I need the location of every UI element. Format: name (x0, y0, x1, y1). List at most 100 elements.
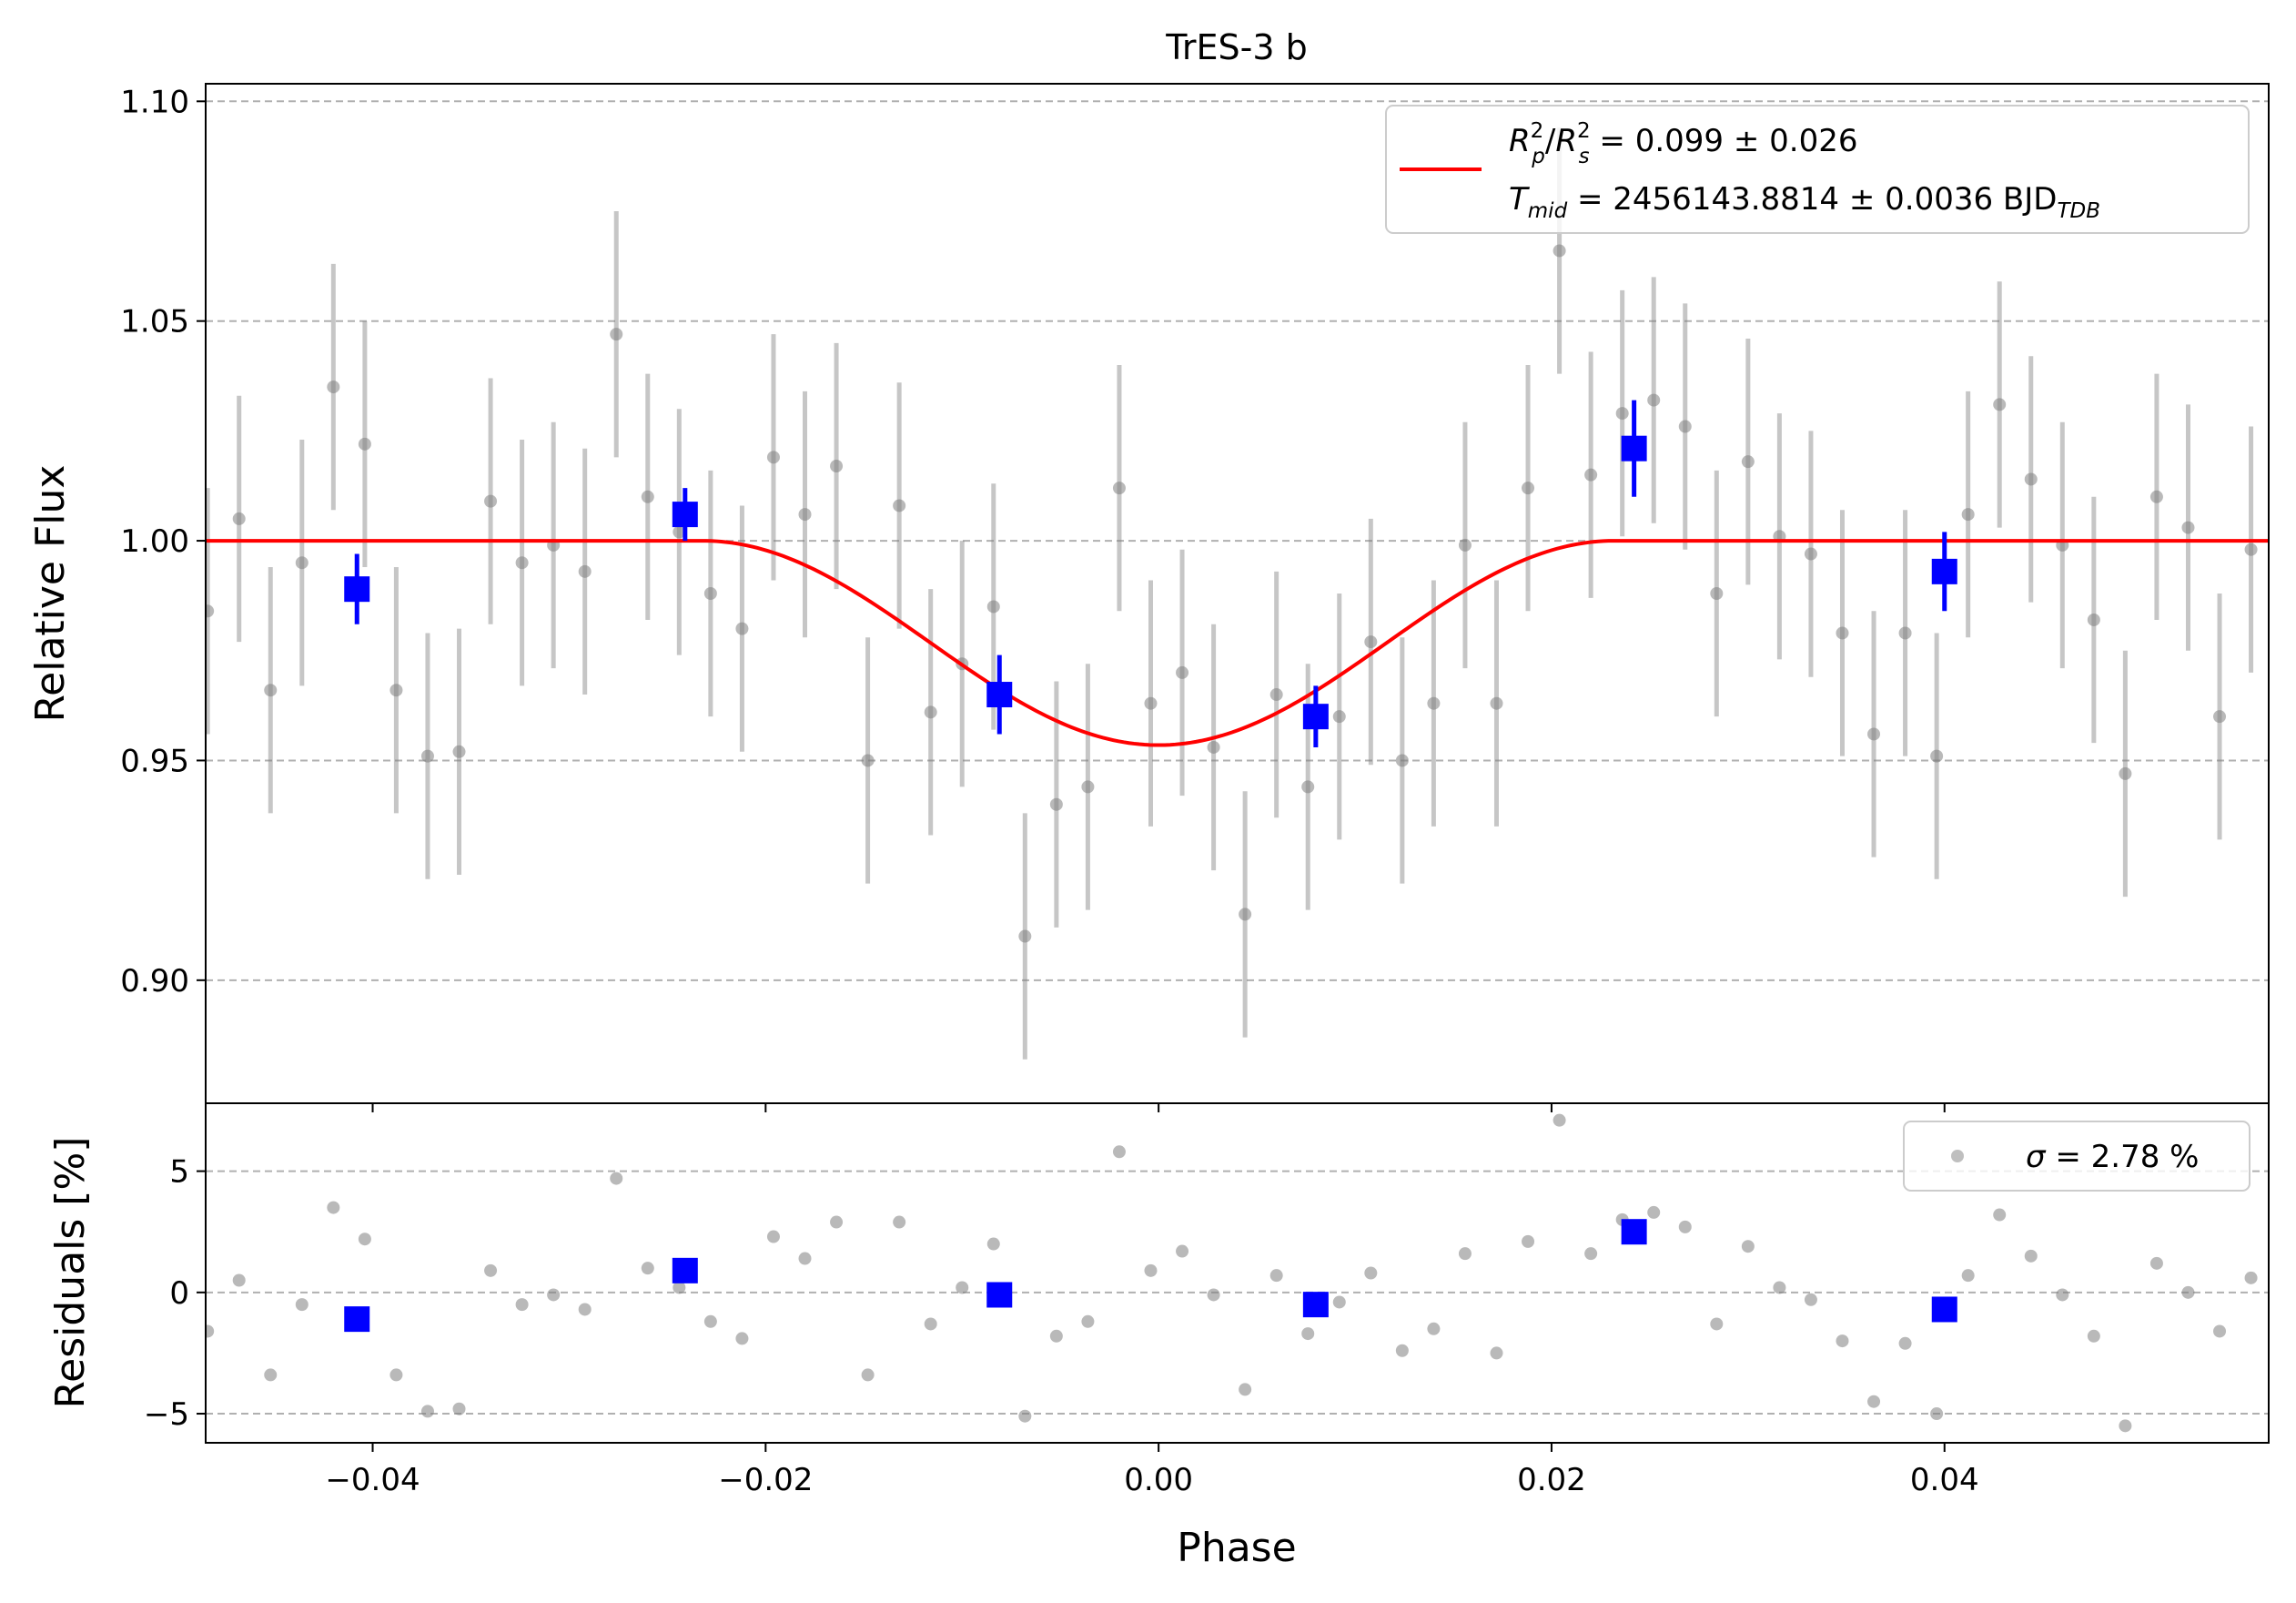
raw-point (1678, 420, 1692, 433)
raw-point (1427, 696, 1441, 710)
residual-binned-point (1302, 1292, 1329, 1318)
residual-raw-point (1144, 1263, 1158, 1277)
main-y-tick-label: 0.95 (120, 743, 189, 779)
residual-raw-point (1553, 1113, 1566, 1127)
raw-point (924, 705, 937, 719)
raw-point (798, 508, 812, 522)
raw-point (1490, 696, 1503, 710)
raw-point (1804, 547, 1817, 561)
main-legend: R2 p/R2 s = 0.099 ± 0.026 Tmid = 2456143.8… (1385, 105, 2250, 234)
raw-point (2244, 543, 2258, 556)
residual-raw-point (1332, 1295, 1346, 1309)
raw-point (1301, 780, 1315, 794)
raw-point (1269, 688, 1283, 702)
raw-point (1395, 754, 1409, 767)
raw-point (2181, 521, 2195, 534)
raw-point (641, 490, 654, 503)
residual-raw-point (2213, 1324, 2227, 1338)
raw-point (389, 684, 403, 697)
residual-raw-point (1176, 1244, 1189, 1258)
residual-raw-point (578, 1303, 592, 1316)
binned-point (1931, 558, 1957, 584)
residual-legend-marker-icon (1951, 1150, 1964, 1162)
main-y-axis-label: Relative Flux (27, 465, 74, 723)
raw-point (1615, 407, 1629, 421)
residual-raw-point (1741, 1240, 1755, 1253)
residual-legend-sigma: σ = 2.78 % (2026, 1139, 2199, 1175)
residual-raw-point (2244, 1271, 2258, 1284)
residual-raw-point (1522, 1234, 1535, 1248)
raw-point (1961, 508, 1975, 522)
raw-point (2024, 472, 2038, 486)
raw-point (1867, 727, 1881, 741)
residual-legend-box (1903, 1121, 2250, 1192)
residual-raw-point (515, 1298, 529, 1312)
raw-point (986, 600, 1000, 614)
raw-point (295, 556, 308, 570)
x-tick-label: −0.02 (718, 1462, 813, 1498)
raw-point (327, 380, 340, 394)
raw-point (420, 749, 434, 763)
residual-raw-point (2024, 1249, 2038, 1263)
residual-raw-point (2087, 1329, 2100, 1343)
raw-point (2119, 766, 2132, 780)
residual-raw-point (893, 1215, 906, 1229)
raw-point (452, 745, 466, 758)
residual-raw-point (1836, 1334, 1849, 1348)
legend-rp-rs: R2 p/R2 s = 0.099 ± 0.026 (1509, 119, 1857, 168)
raw-point (484, 494, 498, 508)
raw-point (735, 622, 749, 635)
residual-axes-frame (205, 1102, 2270, 1444)
residual-raw-point (610, 1172, 623, 1185)
residual-raw-point (2056, 1288, 2069, 1302)
residual-binned-point (344, 1306, 370, 1333)
residual-raw-point (389, 1368, 403, 1382)
raw-point (1364, 635, 1378, 649)
residual-y-tick-label: 5 (169, 1154, 189, 1191)
residual-raw-point (1647, 1205, 1661, 1219)
raw-point (578, 564, 592, 578)
residual-raw-point (1239, 1383, 1252, 1396)
residual-raw-point (1867, 1395, 1881, 1408)
residual-raw-point (452, 1402, 466, 1415)
residual-raw-point (1490, 1346, 1503, 1360)
raw-point (1647, 393, 1661, 407)
binned-point (344, 576, 370, 603)
residual-raw-point (1773, 1281, 1786, 1294)
main-y-tick-label: 1.10 (120, 84, 189, 120)
raw-point (1458, 538, 1472, 552)
residual-y-tick-label: 0 (169, 1275, 189, 1312)
residual-raw-point (798, 1252, 812, 1265)
main-y-tick-label: 1.05 (120, 304, 189, 340)
residual-raw-point (2181, 1285, 2195, 1299)
residual-raw-point (1301, 1327, 1315, 1341)
raw-point (610, 328, 623, 341)
x-tick-label: 0.04 (1910, 1462, 1979, 1498)
raw-point (893, 499, 906, 512)
raw-point (1207, 740, 1220, 754)
residual-raw-point (1710, 1317, 1724, 1331)
residual-raw-point (861, 1368, 875, 1382)
raw-point (861, 754, 875, 767)
x-tick-label: −0.04 (325, 1462, 420, 1498)
raw-point (1112, 482, 1126, 495)
main-y-tick-label: 1.00 (120, 523, 189, 560)
residual-raw-point (1961, 1269, 1975, 1283)
residual-raw-point (1804, 1293, 1817, 1306)
raw-point (2149, 490, 2163, 503)
raw-point (2213, 710, 2227, 724)
raw-point (766, 451, 780, 464)
raw-point (1522, 482, 1535, 495)
main-y-tick-label: 0.90 (120, 963, 189, 999)
residual-raw-point (2119, 1419, 2132, 1433)
residual-raw-point (295, 1298, 308, 1312)
transit-model (206, 539, 2269, 747)
residual-raw-point (1993, 1208, 2007, 1222)
residual-raw-point (1427, 1322, 1441, 1335)
main-y-axis: 0.90 0.95 1.00 1.05 1.10 (120, 84, 1946, 1112)
raw-point (1741, 455, 1755, 469)
residual-raw-point (420, 1405, 434, 1418)
binned-point (1302, 704, 1329, 730)
raw-point (1176, 665, 1189, 679)
